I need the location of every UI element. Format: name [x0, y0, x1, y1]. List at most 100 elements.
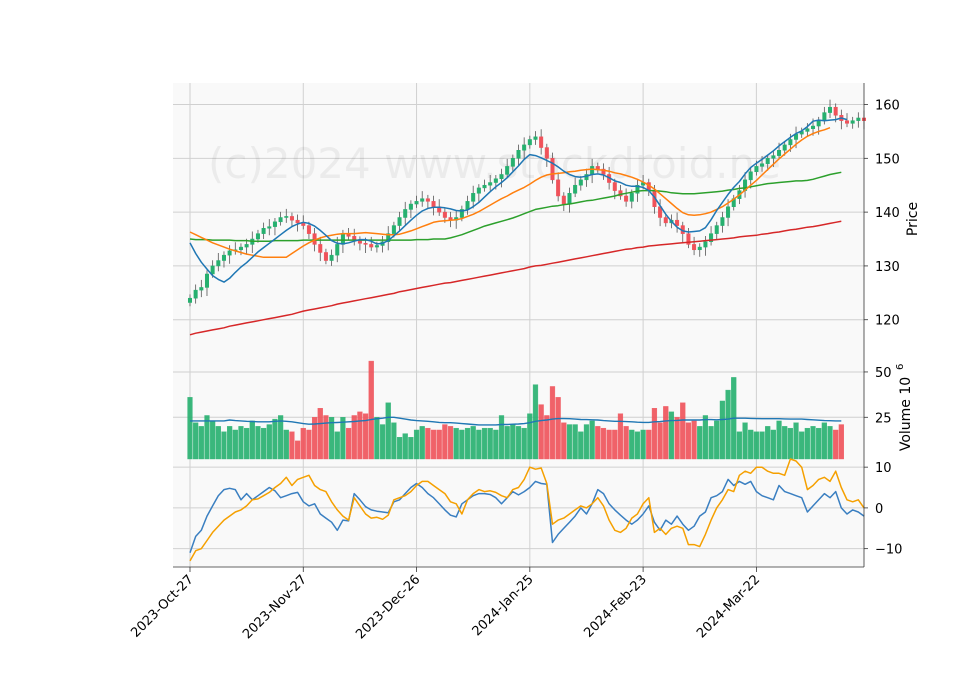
candle-body [403, 209, 408, 218]
volume-bar [708, 426, 714, 460]
volume-bar [838, 424, 844, 460]
volume-axis-label: Volume 10 6 [895, 364, 914, 452]
price-tick-label: 150 [875, 152, 900, 167]
candle-body [425, 198, 430, 202]
candle-body [374, 245, 379, 248]
volume-bar [674, 417, 680, 460]
volume-bar [300, 427, 306, 460]
candle-body [629, 193, 634, 202]
price-series [187, 99, 867, 336]
volume-bar [787, 427, 793, 460]
volume-bar [266, 424, 272, 460]
volume-bar [385, 402, 391, 460]
volume-bar [504, 426, 510, 460]
volume-bar [470, 426, 476, 460]
candle-body [482, 184, 487, 189]
price-axis-label: Price [905, 202, 921, 236]
volume-bar [782, 426, 788, 460]
candle-body [431, 201, 436, 207]
candle-body [272, 221, 277, 227]
candle-body [227, 250, 232, 256]
volume-bar [736, 431, 743, 460]
candle-body [329, 254, 334, 261]
x-tick-label: 2024-Mar-22 [694, 572, 763, 641]
volume-bar [210, 420, 216, 460]
candle-body [471, 193, 476, 202]
volume-bar [725, 389, 731, 460]
x-tick-label: 2024-Jan-25 [470, 572, 537, 639]
volume-bar [198, 426, 204, 460]
volume-bar [561, 422, 567, 460]
candle-body [527, 139, 532, 146]
volume-bar [476, 429, 482, 460]
candle-body [573, 184, 578, 194]
price-tick-label: 160 [875, 99, 900, 114]
volume-bar [697, 426, 703, 460]
volume-bar [261, 427, 267, 460]
candle-body [420, 198, 425, 202]
candle-body [663, 217, 668, 224]
candle-body [833, 106, 838, 116]
volume-ma-line [190, 416, 842, 426]
candle-body [550, 158, 555, 181]
volume-bar [629, 429, 635, 460]
candle-body [805, 128, 810, 132]
volume-bar [481, 427, 488, 460]
volume-bar [600, 427, 607, 460]
volume-bar [436, 429, 442, 460]
candle-body [567, 193, 572, 205]
candle-body [760, 163, 765, 167]
candle-body [187, 297, 192, 303]
candle-body [488, 182, 493, 186]
volume-bar [833, 429, 839, 460]
candle-body [714, 225, 719, 234]
candle-body [561, 195, 566, 205]
volume-bar [430, 429, 437, 460]
oscillator-tick-label: 0 [875, 502, 883, 517]
candle-body [709, 233, 714, 242]
candle-body [828, 106, 833, 113]
volume-bar [238, 426, 244, 460]
volume-bar [493, 429, 499, 460]
volume-bar [606, 429, 612, 460]
volume-bar [498, 415, 505, 460]
candle-body [590, 166, 595, 175]
volume-bar [753, 431, 759, 460]
volume-bar [311, 417, 318, 460]
volume-bar [617, 413, 624, 460]
candle-body [255, 233, 260, 240]
candle-body [516, 150, 521, 159]
candle-body [363, 243, 368, 245]
candle-body [295, 219, 300, 224]
candle-body [408, 203, 413, 210]
candle-body [578, 179, 583, 186]
candle-body [618, 190, 623, 197]
volume-bar [702, 415, 709, 460]
volume-bar [402, 433, 408, 460]
volume-bar [804, 427, 810, 460]
candle-body [318, 244, 323, 253]
candle-body [788, 139, 793, 146]
candle-body [522, 144, 527, 151]
volume-bar [351, 415, 357, 460]
candle-body [510, 158, 515, 167]
volume-bar [255, 426, 261, 460]
oscillator-series [189, 458, 865, 562]
candle-body [465, 201, 470, 210]
candle-body [556, 179, 561, 197]
volume-bar [680, 402, 686, 460]
volume-bar [453, 427, 459, 460]
volume-series [187, 360, 844, 460]
candle-body [539, 136, 544, 148]
candle-body [765, 158, 770, 164]
candle-body [278, 217, 283, 223]
volume-bar [442, 424, 448, 460]
price-tick-label: 130 [875, 260, 900, 275]
x-tick-label: 2023-Nov-27 [240, 572, 310, 642]
candle-body [476, 187, 481, 194]
volume-bar [459, 429, 465, 460]
candle-body [459, 209, 464, 218]
volume-axis-label-text: Volume 10 [898, 377, 914, 451]
volume-bar [765, 426, 771, 460]
